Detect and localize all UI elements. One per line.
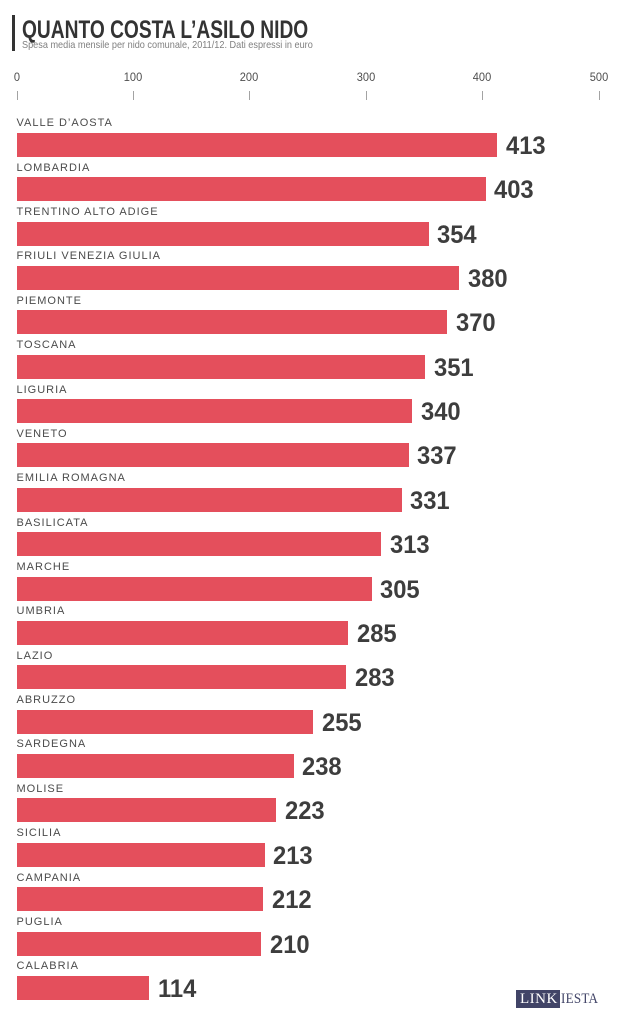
title-accent-bar	[11, 15, 15, 51]
bar	[16, 132, 498, 157]
axis-tick-label: 100	[123, 70, 143, 84]
bar-category-label: PUGLIA	[16, 915, 63, 928]
bar-category-label: EMILIA ROMAGNA	[16, 472, 126, 485]
logo-boxed-part: LINK	[516, 990, 561, 1008]
bar-value-label: 370	[455, 309, 496, 338]
bar-category-label: TRENTINO ALTO ADIGE	[16, 206, 159, 219]
linkiesta-logo: LINK IESTA	[516, 990, 604, 1008]
bar-category-label: LOMBARDIA	[16, 161, 91, 174]
bar-value-label: 380	[467, 265, 508, 293]
bar-value-label: 403	[494, 176, 534, 205]
bar-value-label: 285	[356, 619, 397, 648]
axis-tick-mark	[598, 91, 600, 100]
axis-tick-mark	[132, 91, 134, 100]
bar-category-label: CAMPANIA	[16, 871, 82, 884]
bar-value-label: 114	[157, 974, 197, 1003]
bar-category-label: ABRUZZO	[16, 694, 77, 707]
bar	[16, 266, 460, 290]
axis-tick-label: 200	[240, 70, 259, 84]
bar	[16, 532, 382, 557]
bar	[16, 310, 448, 335]
bar	[16, 443, 409, 468]
bar-value-label: 351	[433, 353, 474, 382]
axis-tick-mark	[482, 91, 484, 100]
bar	[16, 487, 402, 512]
bar-category-label: LIGURIA	[16, 383, 68, 396]
bar-value-label: 213	[273, 841, 313, 870]
bar	[16, 399, 413, 424]
bar-category-label: SARDEGNA	[16, 738, 87, 751]
bar	[16, 975, 150, 1000]
bar-category-label: FRIULI VENEZIA GIULIA	[16, 250, 161, 263]
bar-value-label: 305	[380, 575, 420, 604]
bar-value-label: 238	[302, 753, 342, 782]
bar	[16, 931, 262, 956]
bar	[16, 665, 347, 690]
bar	[16, 709, 314, 734]
bar-category-label: TOSCANA	[16, 339, 77, 352]
bar-value-label: 212	[271, 886, 312, 915]
bar-value-label: 354	[437, 220, 477, 249]
bar-value-label: 210	[269, 930, 310, 959]
bar	[16, 177, 486, 202]
bar-value-label: 223	[284, 797, 325, 826]
bar-value-label: 413	[505, 131, 546, 160]
bar-category-label: PIEMONTE	[16, 294, 82, 307]
bar-value-label: 313	[389, 531, 430, 560]
bar	[16, 221, 429, 246]
bar-category-label: VENETO	[16, 427, 68, 440]
bar	[16, 842, 265, 867]
bar-value-label: 337	[417, 442, 458, 471]
bar-value-label: 283	[354, 664, 395, 693]
bar	[16, 354, 426, 379]
bar-value-label: 340	[420, 398, 461, 427]
axis-tick-label: 300	[356, 70, 376, 84]
bar	[16, 798, 277, 823]
axis-tick-mark	[365, 91, 367, 100]
bar	[16, 576, 372, 601]
axis-tick-mark	[16, 91, 18, 100]
bar	[16, 620, 349, 645]
axis-tick-label: 500	[589, 70, 609, 84]
bar-category-label: UMBRIA	[16, 605, 66, 618]
bar-category-label: CALABRIA	[16, 960, 79, 973]
chart-subtitle: Spesa media mensile per nido comunale, 2…	[22, 38, 313, 51]
bar	[16, 754, 294, 779]
bar-value-label: 255	[321, 708, 362, 737]
bar-category-label: LAZIO	[16, 649, 54, 662]
bar	[16, 887, 264, 912]
bar-category-label: BASILICATA	[16, 516, 89, 529]
bar-category-label: VALLE D’AOSTA	[16, 117, 113, 130]
axis-tick-label: 0	[13, 70, 20, 84]
axis-tick-label: 400	[473, 70, 492, 84]
bar-category-label: SICILIA	[16, 827, 62, 840]
bar-value-label: 331	[410, 486, 451, 515]
bar-category-label: MARCHE	[16, 561, 71, 573]
bar-category-label: MOLISE	[16, 782, 65, 795]
axis-tick-mark	[249, 91, 251, 100]
logo-plain-part: IESTA	[561, 990, 599, 1007]
chart-title: QUANTO COSTA L’ASILO NIDO	[22, 16, 309, 44]
